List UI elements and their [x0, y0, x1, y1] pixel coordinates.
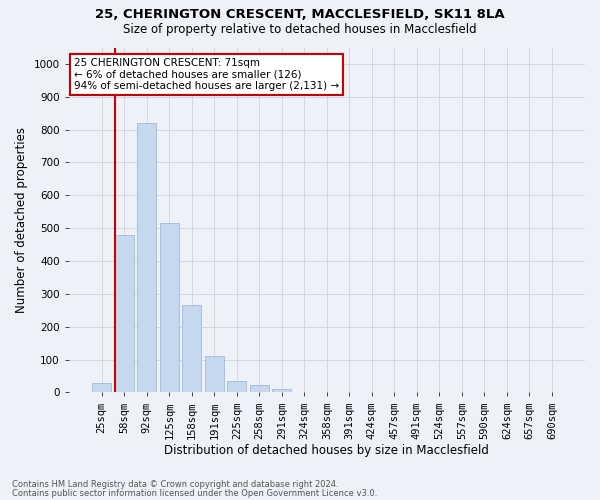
Bar: [182, 306, 202, 392]
Bar: [272, 389, 292, 392]
Bar: [137, 123, 157, 392]
Bar: [160, 223, 179, 392]
Y-axis label: Number of detached properties: Number of detached properties: [15, 127, 28, 313]
Text: Contains public sector information licensed under the Open Government Licence v3: Contains public sector information licen…: [12, 488, 377, 498]
Text: 25 CHERINGTON CRESCENT: 71sqm
← 6% of detached houses are smaller (126)
94% of s: 25 CHERINGTON CRESCENT: 71sqm ← 6% of de…: [74, 58, 339, 91]
Bar: [92, 382, 112, 392]
Text: 25, CHERINGTON CRESCENT, MACCLESFIELD, SK11 8LA: 25, CHERINGTON CRESCENT, MACCLESFIELD, S…: [95, 8, 505, 20]
X-axis label: Distribution of detached houses by size in Macclesfield: Distribution of detached houses by size …: [164, 444, 489, 458]
Bar: [227, 381, 247, 392]
Text: Size of property relative to detached houses in Macclesfield: Size of property relative to detached ho…: [123, 22, 477, 36]
Bar: [115, 234, 134, 392]
Text: Contains HM Land Registry data © Crown copyright and database right 2024.: Contains HM Land Registry data © Crown c…: [12, 480, 338, 489]
Bar: [250, 385, 269, 392]
Bar: [205, 356, 224, 392]
